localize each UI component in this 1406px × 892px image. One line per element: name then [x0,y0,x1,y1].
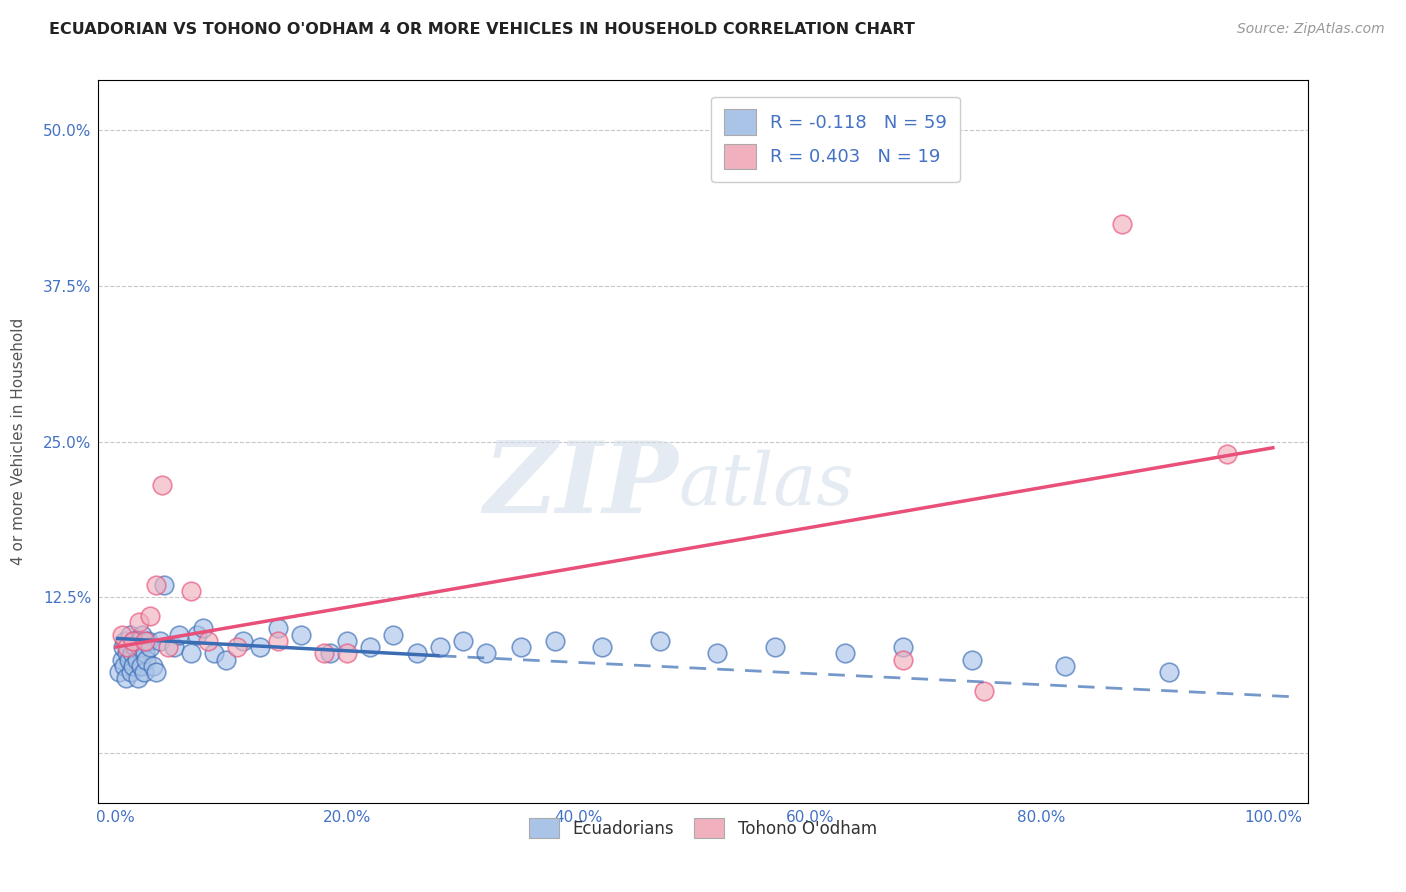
Point [180,646,202,660]
Point [226,640,249,654]
Point [115,671,138,685]
Point [249,640,271,654]
Point [128,615,150,630]
Point [112,658,135,673]
Point [120,665,142,679]
Point [359,640,381,654]
Point [191,621,214,635]
Point [180,584,202,599]
Point [382,627,405,641]
Point [127,671,149,685]
Point [110,652,132,666]
Point [135,652,157,666]
Text: atlas: atlas [679,450,855,520]
Point [117,640,139,654]
Point [960,652,983,666]
Point [121,646,143,660]
Point [108,665,131,679]
Point [129,658,152,673]
Point [509,640,531,654]
Text: ECUADORIAN VS TOHONO O'ODHAM 4 OR MORE VEHICLES IN HOUSEHOLD CORRELATION CHART: ECUADORIAN VS TOHONO O'ODHAM 4 OR MORE V… [49,22,915,37]
Point [290,627,312,641]
Point [319,646,342,660]
Point [139,609,162,624]
Point [136,633,159,648]
Point [763,640,786,654]
Y-axis label: 4 or more Vehicles in Household: 4 or more Vehicles in Household [11,318,27,566]
Point [117,652,139,666]
Point [122,633,145,648]
Point [973,683,995,698]
Point [114,633,136,648]
Point [153,578,176,592]
Point [267,621,290,635]
Point [215,652,238,666]
Point [186,627,208,641]
Point [1157,665,1180,679]
Point [145,665,167,679]
Point [197,633,219,648]
Point [117,646,139,660]
Point [706,646,728,660]
Point [145,578,167,592]
Point [336,633,359,648]
Point [429,640,451,654]
Point [891,640,914,654]
Point [125,652,148,666]
Point [405,646,427,660]
Point [648,633,671,648]
Text: ZIP: ZIP [484,437,679,533]
Point [169,627,191,641]
Point [1111,217,1133,231]
Point [142,658,165,673]
Point [122,658,145,673]
Point [475,646,498,660]
Legend: Ecuadorians, Tohono O'odham: Ecuadorians, Tohono O'odham [523,812,883,845]
Point [131,627,153,641]
Point [149,633,172,648]
Point [128,633,150,648]
Point [451,633,474,648]
Point [132,665,155,679]
Point [544,633,567,648]
Point [150,478,173,492]
Point [118,627,141,641]
Point [162,640,184,654]
Point [1215,447,1237,461]
Point [134,646,156,660]
Point [110,627,132,641]
Point [124,640,146,654]
Text: Source: ZipAtlas.com: Source: ZipAtlas.com [1237,22,1385,37]
Point [1053,658,1076,673]
Point [891,652,914,666]
Point [336,646,359,660]
Point [202,646,225,660]
Point [591,640,613,654]
Point [134,633,156,648]
Point [834,646,856,660]
Point [124,633,146,648]
Point [232,633,254,648]
Point [129,640,152,654]
Point [312,646,335,660]
Point [156,640,179,654]
Point [111,640,134,654]
Point [267,633,290,648]
Point [139,640,162,654]
